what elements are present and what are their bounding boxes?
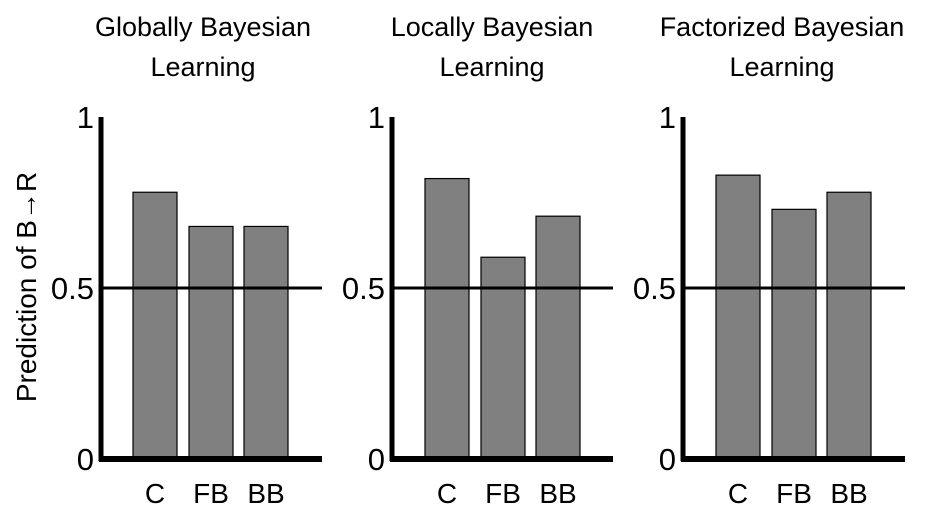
chart-panel: Locally Bayesian Learning 0 0.5 1 C FB BB [342,12,613,509]
bar [424,177,470,460]
chart-panel: Factorized Bayesian Learning 0 0.5 1 C FB BB [633,12,905,509]
bar [243,225,289,460]
y-tick-label: 0 [368,442,385,477]
panel-title-line: Factorized Bayesian [660,12,905,42]
panel-title-line: Learning [439,52,544,82]
category-label: C [728,478,748,509]
category-label: BB [539,478,576,509]
bar [535,215,581,460]
y-tick-label: 0 [77,442,94,477]
category-label: C [145,478,165,509]
panel-title-line: Locally Bayesian [391,12,594,42]
category-label: FB [485,478,521,509]
bar [771,208,817,460]
y-tick-label: 0.5 [51,271,94,306]
bar [480,256,526,460]
category-label: C [437,478,457,509]
bar [132,191,178,460]
y-tick-label: 1 [368,100,385,135]
y-tick-label: 0.5 [633,271,676,306]
bar [188,225,234,460]
y-tick-label: 0.5 [342,271,385,306]
panel-title-line: Learning [150,52,255,82]
panel-title-line: Globally Bayesian [95,12,311,42]
panel-title-line: Learning [729,52,834,82]
y-tick-label: 0 [659,442,676,477]
category-label: BB [247,478,284,509]
y-axis-label: Prediction of B→R [11,172,42,402]
category-label: BB [830,478,867,509]
category-label: FB [776,478,812,509]
bar [826,191,872,460]
chart-panel: Globally Bayesian Learning 0 0.5 1 C FB BB [51,12,322,509]
category-label: FB [193,478,229,509]
bar [715,174,761,460]
y-tick-label: 1 [659,100,676,135]
y-tick-label: 1 [77,100,94,135]
